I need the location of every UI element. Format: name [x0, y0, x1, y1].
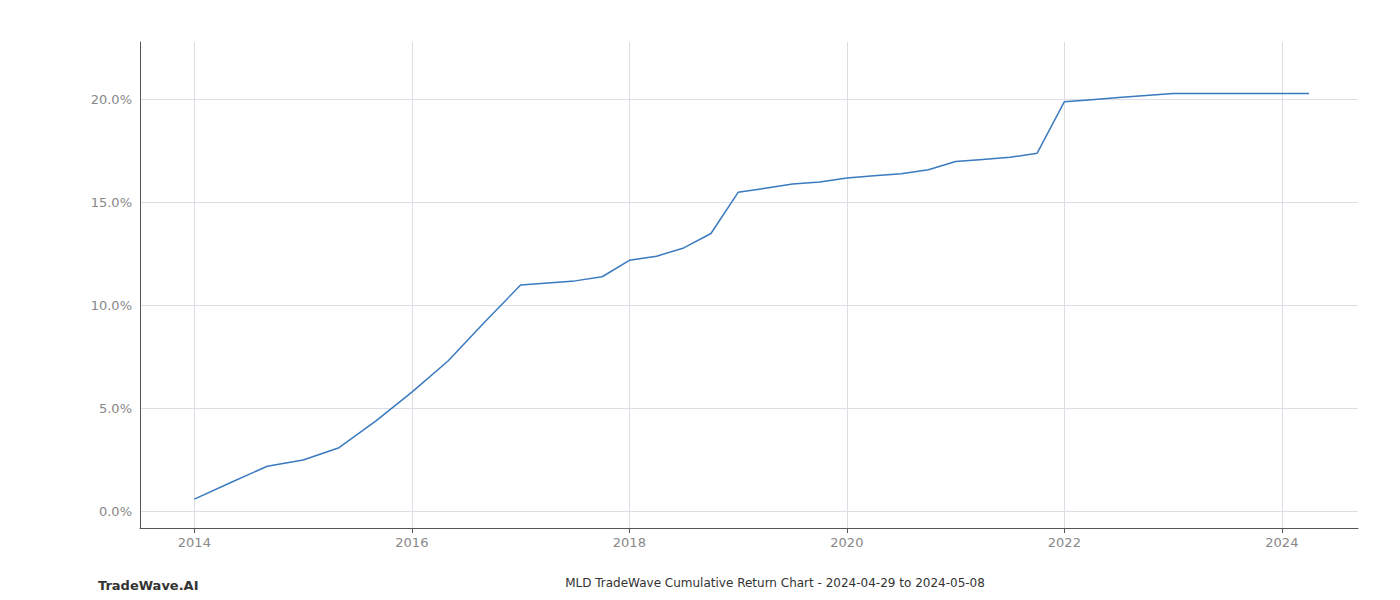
svg-text:0.0%: 0.0%: [99, 504, 132, 519]
svg-text:2020: 2020: [830, 535, 863, 550]
svg-text:2018: 2018: [613, 535, 646, 550]
svg-text:2016: 2016: [395, 535, 428, 550]
svg-text:2014: 2014: [178, 535, 211, 550]
svg-text:2024: 2024: [1265, 535, 1298, 550]
svg-text:2022: 2022: [1048, 535, 1081, 550]
svg-text:10.0%: 10.0%: [91, 298, 132, 313]
svg-text:20.0%: 20.0%: [91, 92, 132, 107]
svg-text:TradeWave.AI: TradeWave.AI: [98, 578, 199, 593]
svg-text:MLD TradeWave Cumulative Retur: MLD TradeWave Cumulative Return Chart - …: [565, 576, 985, 590]
svg-text:5.0%: 5.0%: [99, 401, 132, 416]
svg-text:15.0%: 15.0%: [91, 195, 132, 210]
